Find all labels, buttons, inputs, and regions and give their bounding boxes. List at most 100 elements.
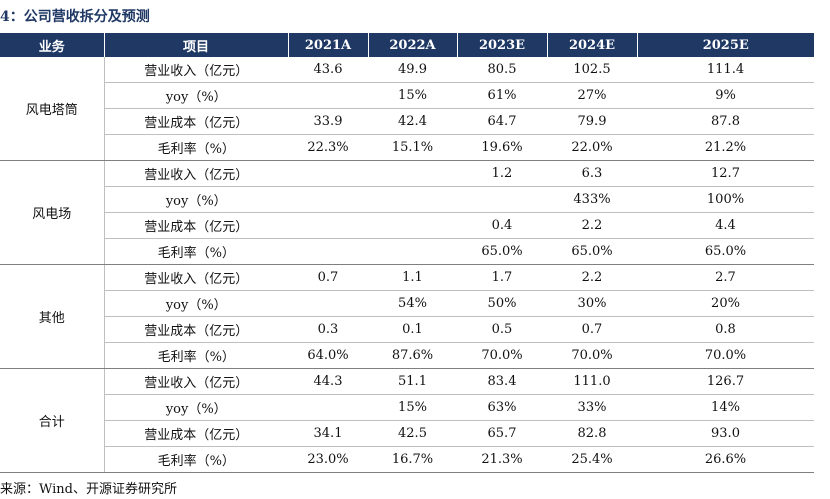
value-cell: 51.1: [368, 368, 457, 395]
value-cell: 42.4: [368, 108, 457, 135]
value-cell: 14%: [637, 394, 814, 421]
value-cell: 126.7: [637, 368, 814, 395]
header-year-2024e: 2024E: [546, 33, 637, 57]
value-cell: 25.4%: [547, 446, 637, 473]
item-cell: yoy（%）: [104, 394, 288, 421]
value-cell: [368, 238, 457, 265]
item-cell: 营业成本（亿元）: [104, 420, 288, 447]
value-cell: 15.1%: [368, 134, 457, 161]
value-cell: 87.6%: [368, 342, 457, 369]
value-cell: 33.9: [288, 108, 368, 135]
header-year-2023e: 2023E: [456, 33, 547, 57]
value-cell: 64.7: [457, 108, 547, 135]
value-cell: 61%: [457, 82, 547, 109]
value-cell: 4.4: [637, 212, 814, 239]
value-cell: 65.0%: [457, 238, 547, 265]
value-cell: 9%: [637, 82, 814, 109]
value-cell: 2.7: [637, 264, 814, 291]
value-cell: 82.8: [547, 420, 637, 447]
value-cell: 70.0%: [637, 342, 814, 369]
header-item: 项目: [103, 33, 288, 57]
table-title: 4：公司营收拆分及预测: [0, 9, 150, 25]
value-cell: 87.8: [637, 108, 814, 135]
header-year-2025e: 2025E: [636, 33, 814, 57]
value-cell: 33%: [547, 394, 637, 421]
value-cell: 34.1: [288, 420, 368, 447]
value-cell: 16.7%: [368, 446, 457, 473]
item-cell: yoy（%）: [104, 290, 288, 317]
table-row: yoy（%） 15% 63% 33% 14%: [0, 394, 814, 421]
item-cell: 营业收入（亿元）: [104, 368, 288, 395]
table-row: 营业成本（亿元） 0.3 0.1 0.5 0.7 0.8: [0, 316, 814, 343]
value-cell: 26.6%: [637, 446, 814, 473]
item-cell: yoy（%）: [104, 186, 288, 213]
header-year-2022a: 2022A: [367, 33, 457, 57]
table-row: 营业成本（亿元） 34.1 42.5 65.7 82.8 93.0: [0, 420, 814, 447]
value-cell: 65.0%: [547, 238, 637, 265]
item-cell: 营业成本（亿元）: [104, 108, 288, 135]
value-cell: 0.5: [457, 316, 547, 343]
value-cell: 20%: [637, 290, 814, 317]
value-cell: [368, 212, 457, 239]
table-row: 毛利率（%） 64.0% 87.6% 70.0% 70.0% 70.0%: [0, 342, 814, 369]
value-cell: [368, 160, 457, 187]
value-cell: 63%: [457, 394, 547, 421]
table-row: 毛利率（%） 65.0% 65.0% 65.0%: [0, 238, 814, 265]
item-cell: yoy（%）: [104, 82, 288, 109]
value-cell: 80.5: [457, 57, 547, 83]
table-row: yoy（%） 15% 61% 27% 9%: [0, 82, 814, 109]
table-row: 毛利率（%） 22.3% 15.1% 19.6% 22.0% 21.2%: [0, 134, 814, 161]
table-row: 营业成本（亿元） 33.9 42.4 64.7 79.9 87.8: [0, 108, 814, 135]
value-cell: 15%: [368, 394, 457, 421]
revenue-forecast-table: 业务 项目 2021A 2022A 2023E 2024E 2025E 风电塔筒…: [0, 33, 814, 473]
business-segment-cell: 风电塔筒: [0, 57, 105, 161]
value-cell: 111.4: [637, 57, 814, 83]
value-cell: 70.0%: [457, 342, 547, 369]
value-cell: 21.2%: [637, 134, 814, 161]
value-cell: 79.9: [547, 108, 637, 135]
item-cell: 营业成本（亿元）: [104, 316, 288, 343]
value-cell: 70.0%: [547, 342, 637, 369]
value-cell: [288, 290, 368, 317]
table-row: 其他 营业收入（亿元） 0.7 1.1 1.7 2.2 2.7: [0, 264, 814, 369]
table-row: 风电塔筒 营业收入（亿元） 43.6 49.9 80.5 102.5 111.4: [0, 57, 814, 161]
value-cell: 6.3: [547, 160, 637, 187]
value-cell: 12.7: [637, 160, 814, 187]
value-cell: 0.4: [457, 212, 547, 239]
value-cell: 15%: [368, 82, 457, 109]
table-row: yoy（%） 433% 100%: [0, 186, 814, 213]
value-cell: 0.7: [288, 264, 368, 291]
value-cell: [288, 238, 368, 265]
value-cell: 50%: [457, 290, 547, 317]
value-cell: 93.0: [637, 420, 814, 447]
item-cell: 毛利率（%）: [104, 342, 288, 369]
value-cell: [288, 394, 368, 421]
value-cell: 0.8: [637, 316, 814, 343]
item-cell: 营业收入（亿元）: [104, 160, 288, 187]
business-segment-cell: 其他: [0, 264, 105, 369]
value-cell: 102.5: [547, 57, 637, 83]
value-cell: 2.2: [547, 212, 637, 239]
value-cell: 42.5: [368, 420, 457, 447]
table-row: 毛利率（%） 23.0% 16.7% 21.3% 25.4% 26.6%: [0, 446, 814, 473]
source-note: 来源：Wind、开源证券研究所: [0, 482, 177, 497]
value-cell: 83.4: [457, 368, 547, 395]
value-cell: 54%: [368, 290, 457, 317]
value-cell: 65.7: [457, 420, 547, 447]
header-year-2021a: 2021A: [287, 33, 368, 57]
value-cell: 0.3: [288, 316, 368, 343]
value-cell: 22.0%: [547, 134, 637, 161]
item-cell: 营业成本（亿元）: [104, 212, 288, 239]
business-segment-cell: 合计: [0, 368, 105, 473]
value-cell: 0.7: [547, 316, 637, 343]
value-cell: 30%: [547, 290, 637, 317]
value-cell: 65.0%: [637, 238, 814, 265]
value-cell: 1.2: [457, 160, 547, 187]
value-cell: 433%: [547, 186, 637, 213]
value-cell: [368, 186, 457, 213]
value-cell: [288, 186, 368, 213]
value-cell: [288, 160, 368, 187]
value-cell: 1.1: [368, 264, 457, 291]
value-cell: 22.3%: [288, 134, 368, 161]
table-body: 风电塔筒 营业收入（亿元） 43.6 49.9 80.5 102.5 111.4 yoy（%）…: [0, 57, 814, 473]
